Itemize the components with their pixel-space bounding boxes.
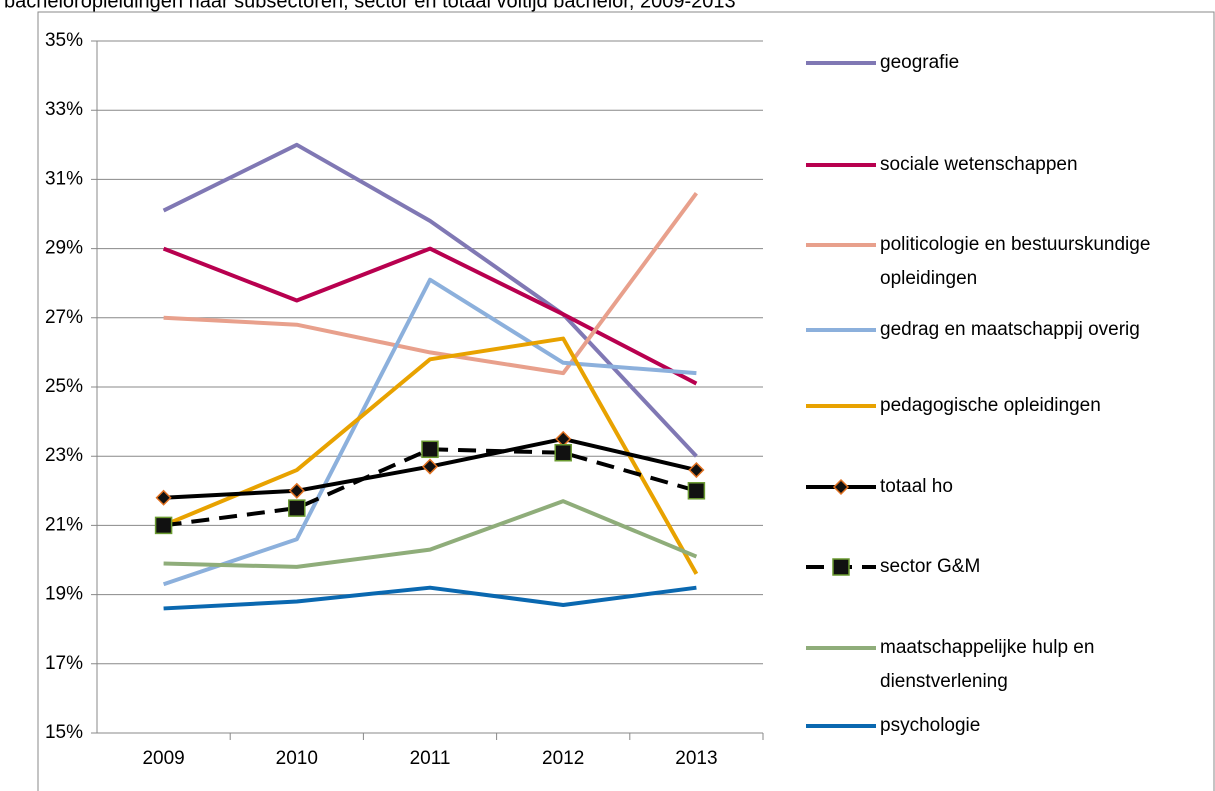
point-marker bbox=[288, 482, 305, 499]
legend-marker bbox=[832, 478, 850, 496]
x-tick-label: 2011 bbox=[410, 748, 451, 769]
point-marker bbox=[288, 499, 306, 517]
legend-label: totaal ho bbox=[880, 476, 953, 497]
series-line bbox=[163, 499, 698, 569]
series-line bbox=[163, 192, 699, 376]
chart-title: bacheloropleidingen naar subsectoren, se… bbox=[4, 0, 736, 12]
legend-marker bbox=[832, 558, 850, 576]
x-tick-label: 2013 bbox=[675, 748, 717, 769]
series-line bbox=[163, 585, 697, 611]
series-line bbox=[162, 142, 698, 458]
y-tick-label: 19% bbox=[45, 584, 83, 605]
legend-label: sociale wetenschappen bbox=[880, 154, 1078, 175]
chart-frame bbox=[37, 11, 1215, 791]
point-marker bbox=[421, 440, 439, 459]
legend-label: maatschappelijke hulp en dienstverlening bbox=[880, 637, 1095, 692]
point-marker bbox=[554, 443, 572, 462]
point-marker bbox=[155, 489, 172, 506]
series-line bbox=[162, 246, 698, 386]
series-line bbox=[162, 277, 697, 587]
y-tick-label: 17% bbox=[45, 653, 83, 674]
x-tick-label: 2012 bbox=[542, 748, 584, 769]
y-tick-label: 31% bbox=[45, 168, 83, 189]
x-tick-label: 2009 bbox=[142, 748, 184, 769]
point-marker bbox=[421, 458, 439, 475]
y-tick-label: 27% bbox=[45, 307, 83, 328]
legend-label: geografie bbox=[880, 52, 960, 73]
point-marker bbox=[154, 516, 173, 535]
y-tick-label: 15% bbox=[45, 722, 83, 743]
legend-label: politicologie en bestuurskundige opleidi… bbox=[880, 234, 1151, 289]
y-tick-label: 33% bbox=[45, 99, 83, 120]
point-marker bbox=[555, 430, 572, 447]
y-tick-label: 23% bbox=[45, 445, 83, 466]
legend-label: pedagogische opleidingen bbox=[880, 395, 1101, 416]
legend-label: sector G&M bbox=[880, 556, 981, 577]
series-line bbox=[163, 447, 697, 528]
y-tick-label: 25% bbox=[45, 376, 83, 397]
legend-label: gedrag en maatschappij overig bbox=[880, 319, 1140, 340]
legend-label: psychologie bbox=[880, 715, 981, 736]
y-tick-label: 21% bbox=[45, 514, 83, 535]
y-tick-label: 35% bbox=[45, 30, 83, 51]
point-marker bbox=[687, 482, 706, 500]
y-tick-label: 29% bbox=[45, 238, 83, 259]
x-tick-label: 2010 bbox=[276, 748, 318, 769]
series-line bbox=[162, 336, 699, 575]
point-marker bbox=[688, 461, 705, 479]
